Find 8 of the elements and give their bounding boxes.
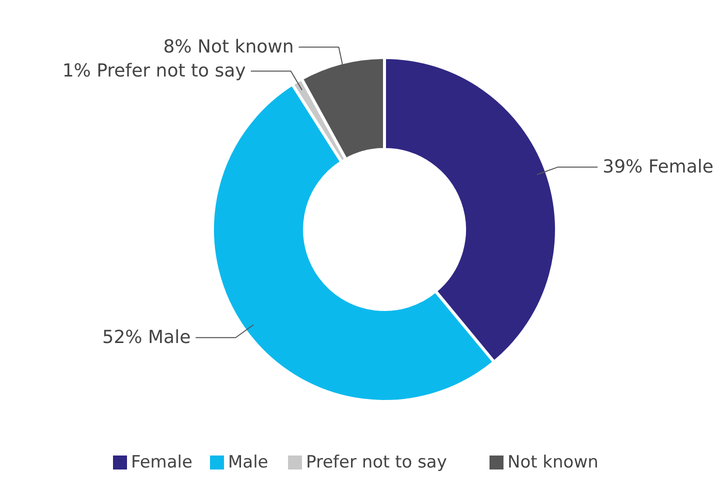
data-label: 52% Male xyxy=(102,327,191,348)
legend-label: Prefer not to say xyxy=(306,452,447,472)
data-label: 8% Not known xyxy=(163,36,294,58)
legend-label: Male xyxy=(228,452,268,472)
legend-label: Not known xyxy=(508,452,598,472)
legend-label: Female xyxy=(131,452,192,472)
data-label: 1% Prefer not to say xyxy=(62,60,246,82)
data-label: 39% Female xyxy=(602,156,714,178)
